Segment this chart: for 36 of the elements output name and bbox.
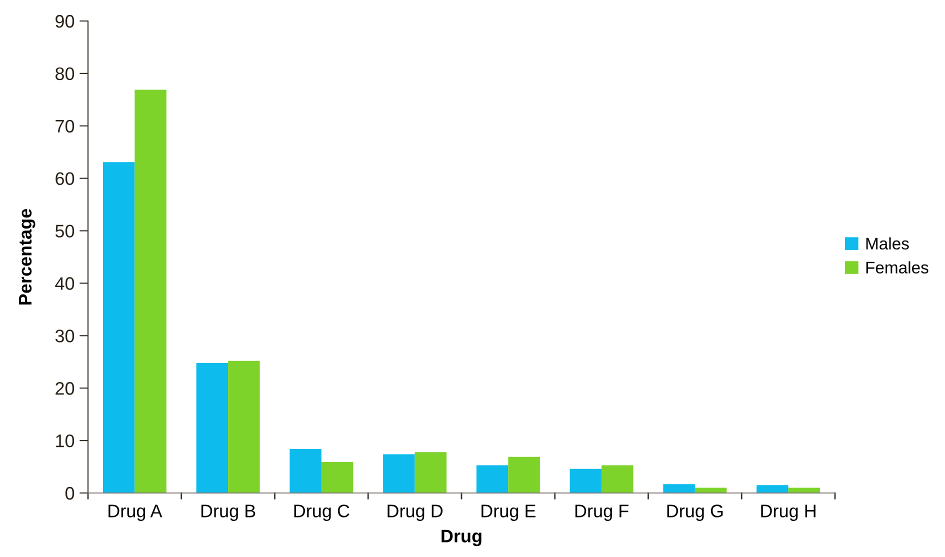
bar [602, 465, 634, 493]
y-tick-label: 0 [65, 486, 74, 500]
bar [756, 485, 788, 493]
legend-label: Males [866, 237, 909, 250]
bar [134, 90, 166, 493]
bar [663, 484, 695, 493]
x-tick-label: Drug B [201, 504, 256, 521]
bar [508, 456, 540, 493]
x-tick-label: Drug F [575, 504, 628, 521]
y-tick-label: 10 [56, 434, 74, 448]
x-tick-label: Drug H [761, 504, 816, 521]
y-tick-label: 90 [56, 14, 74, 28]
y-tick-label: 80 [56, 67, 74, 80]
bar [228, 360, 260, 493]
x-tick-label: Drug A [108, 504, 162, 521]
y-tick-label: 30 [55, 330, 74, 342]
y-tick-label: 60 [56, 172, 74, 186]
bar [102, 162, 135, 493]
x-tick-label: Drug E [482, 504, 536, 521]
bar [570, 468, 602, 493]
x-tick-label: Drug G [667, 504, 723, 521]
bar [290, 448, 322, 493]
x-tick-label: Drug C [294, 504, 350, 521]
y-axis-title: Percentage [19, 208, 36, 304]
bar [321, 462, 354, 493]
y-tick-label: 40 [55, 277, 74, 290]
x-tick-label: Drug D [388, 504, 443, 521]
bar [196, 362, 228, 493]
bar [414, 452, 447, 493]
x-axis-title: Drug [442, 530, 482, 546]
y-tick-label: 20 [56, 382, 74, 395]
bar [383, 454, 415, 493]
y-tick-label: 50 [55, 224, 74, 238]
y-tick-label: 70 [56, 120, 74, 133]
legend-label: Females [866, 261, 928, 274]
bar [476, 465, 508, 493]
